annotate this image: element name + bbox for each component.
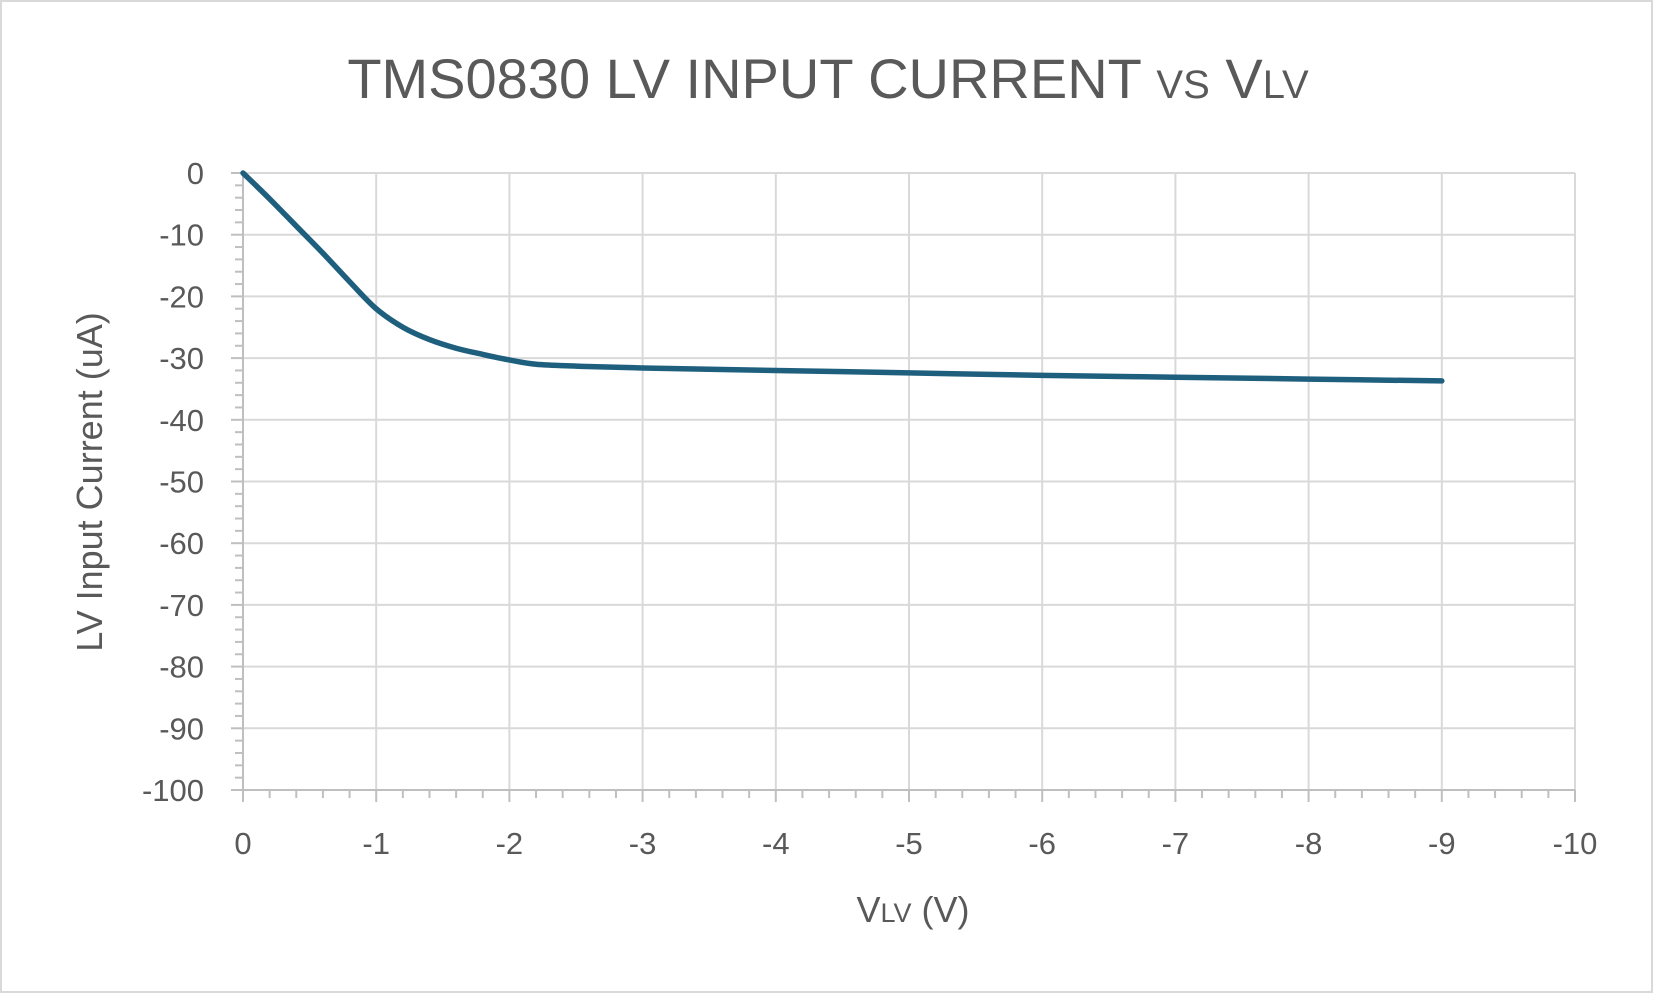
x-tick-label: -2 bbox=[496, 826, 524, 861]
label-layer: 0 -1 -2 -3 -4 -5 -6 -7 -8 -9 -100-10-20-30-40-50-6… bbox=[142, 156, 1597, 861]
axis-layer bbox=[231, 172, 1576, 802]
series-layer bbox=[240, 170, 1445, 384]
x-tick-label: -9 bbox=[1428, 826, 1456, 861]
x-tick-label: -5 bbox=[895, 826, 923, 861]
y-tick-label: 0 bbox=[187, 156, 204, 191]
y-tick-label: -30 bbox=[159, 341, 204, 376]
text-part-2: V bbox=[1210, 47, 1264, 110]
y-tick-label: -70 bbox=[159, 588, 204, 623]
y-tick-label: -20 bbox=[159, 279, 204, 314]
text-part-0: TMS0830 LV INPUT CURRENT bbox=[347, 47, 1156, 110]
y-tick-label: -90 bbox=[159, 711, 204, 746]
y-tick-label: -10 bbox=[159, 218, 204, 253]
text-part-2: (V) bbox=[912, 889, 970, 930]
x-tick-label: -4 bbox=[762, 826, 790, 861]
x-axis-title: VLV (V) bbox=[856, 889, 969, 930]
y-axis-title: LV Input Current (uA) bbox=[69, 312, 110, 652]
text-part-1: VS bbox=[1156, 63, 1209, 107]
y-tick-label: -40 bbox=[159, 403, 204, 438]
y-tick-label: -60 bbox=[159, 526, 204, 561]
series-line-0 bbox=[240, 170, 1445, 384]
y-tick-label: -80 bbox=[159, 650, 204, 685]
x-tick-label: -10 bbox=[1553, 826, 1598, 861]
chart-title: TMS0830 LV INPUT CURRENT VS VLV bbox=[347, 47, 1309, 110]
x-tick-label: -6 bbox=[1028, 826, 1056, 861]
text-part-3: LV bbox=[1263, 63, 1309, 107]
x-tick-label: -7 bbox=[1162, 826, 1190, 861]
text-part-1: LV bbox=[880, 898, 911, 928]
x-tick-label: -3 bbox=[629, 826, 657, 861]
y-tick-label: -100 bbox=[142, 773, 204, 808]
grid-layer bbox=[243, 172, 1576, 790]
x-tick-label: 0 bbox=[234, 826, 251, 861]
y-tick-label: -50 bbox=[159, 465, 204, 500]
text-part-0: V bbox=[856, 889, 880, 930]
x-tick-label: -8 bbox=[1295, 826, 1323, 861]
x-tick-label: -1 bbox=[362, 826, 390, 861]
